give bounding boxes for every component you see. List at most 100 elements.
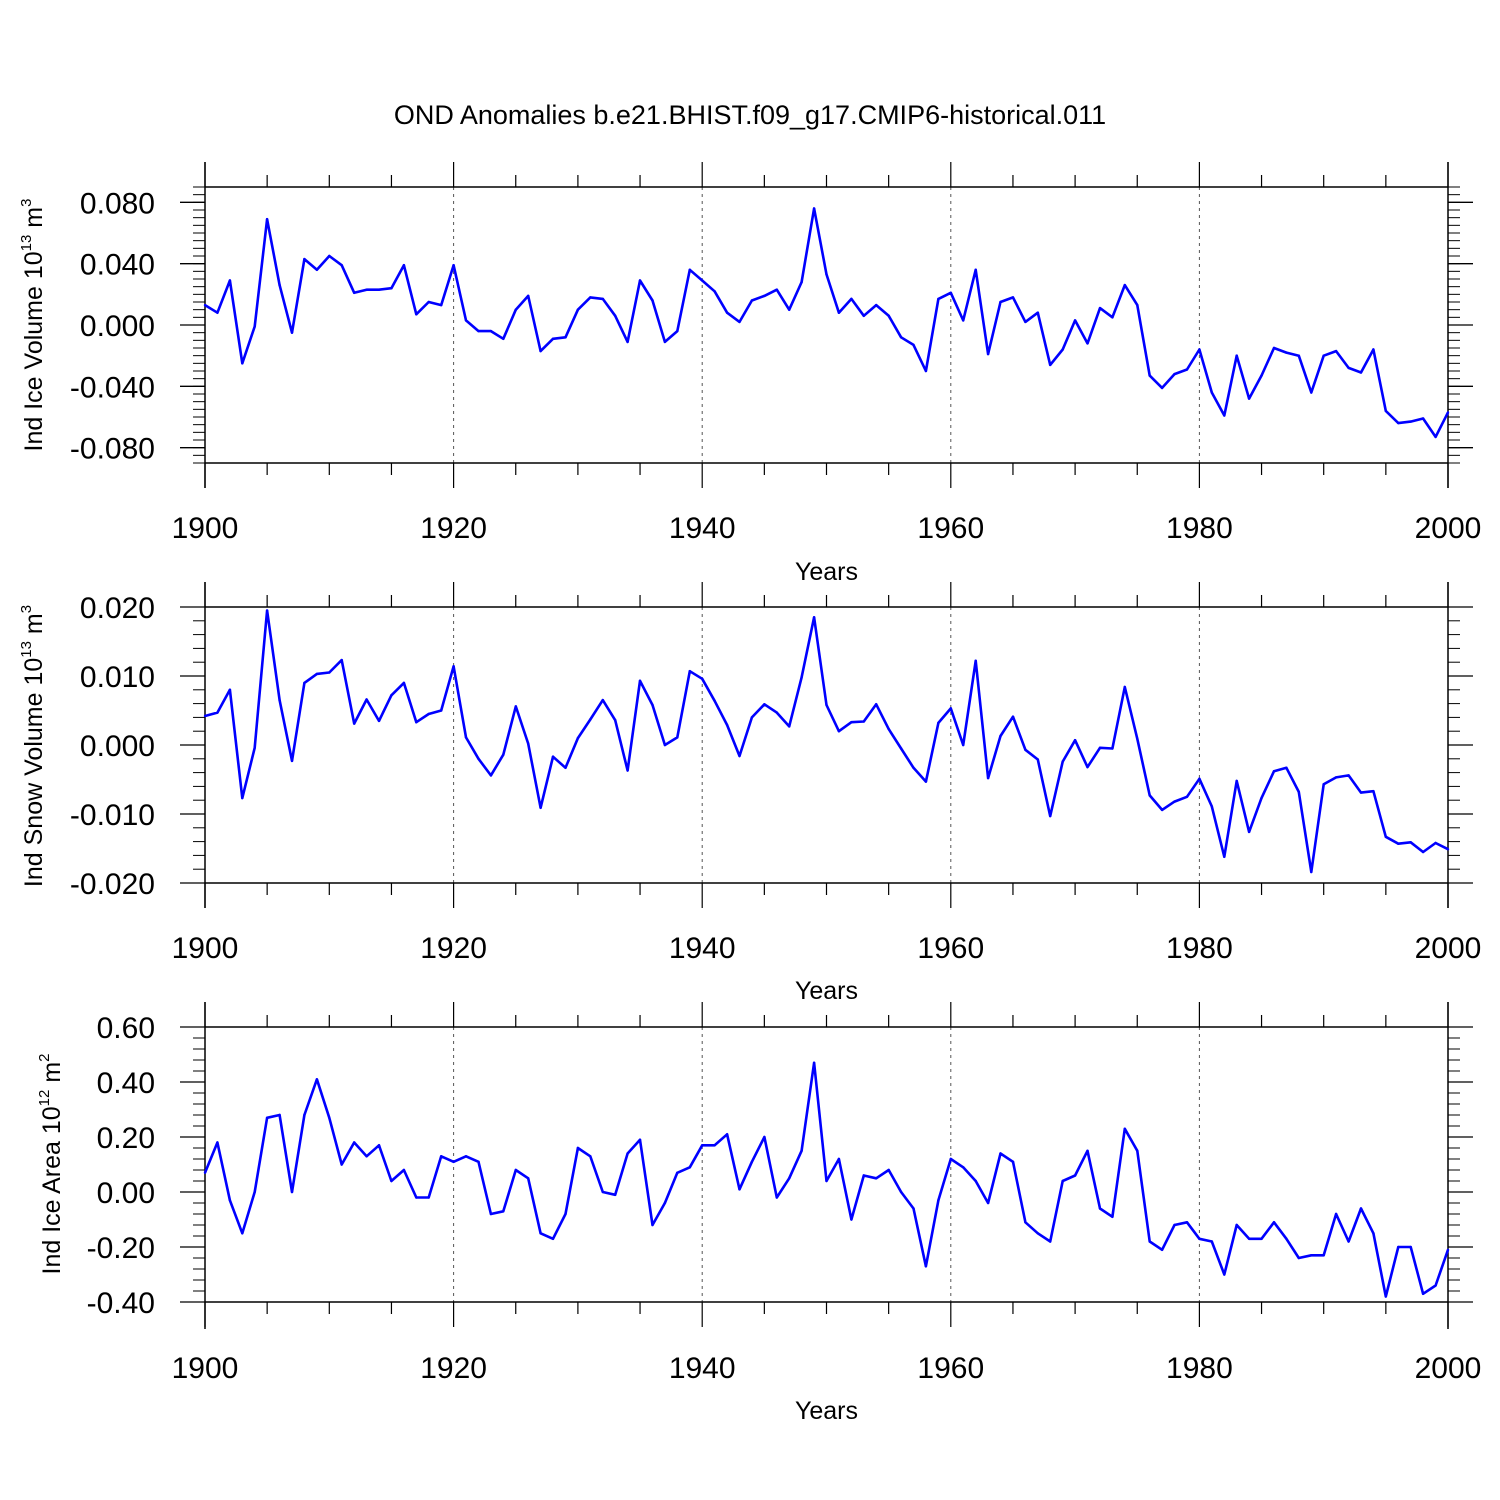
- series-line-ice-volume: [204, 207, 1450, 439]
- data-point: [290, 331, 294, 334]
- y-tick-label: -0.020: [70, 868, 155, 901]
- data-point: [1073, 319, 1077, 322]
- data-point: [514, 705, 517, 708]
- data-point: [1223, 414, 1226, 417]
- data-point: [663, 340, 667, 344]
- data-point: [1061, 760, 1064, 763]
- x-tick-label: 1900: [172, 932, 239, 965]
- data-point: [924, 369, 928, 373]
- data-point: [1347, 1240, 1350, 1243]
- x-tick-label: 2000: [1415, 932, 1482, 965]
- data-point: [775, 288, 778, 291]
- y-tick-label: -0.40: [87, 1287, 155, 1320]
- data-point: [763, 703, 766, 706]
- data-point: [440, 1155, 443, 1158]
- data-point: [427, 300, 430, 304]
- x-axis-title: Years: [795, 977, 858, 1005]
- data-point: [527, 1177, 530, 1180]
- data-point: [1285, 1237, 1288, 1241]
- data-point: [1446, 848, 1450, 851]
- data-point: [999, 1152, 1002, 1155]
- data-point: [1409, 841, 1412, 844]
- data-point: [1397, 1245, 1400, 1249]
- data-point: [365, 1155, 368, 1158]
- data-point: [1347, 366, 1350, 370]
- data-point: [614, 719, 617, 722]
- data-point: [713, 699, 716, 702]
- data-point: [576, 736, 580, 740]
- y-tick-label: -0.080: [70, 433, 155, 466]
- data-point: [899, 336, 903, 339]
- data-point: [924, 780, 928, 783]
- data-point: [800, 1149, 803, 1153]
- data-point: [1434, 435, 1437, 439]
- data-point: [589, 718, 592, 721]
- data-point: [962, 319, 965, 322]
- data-point: [887, 314, 890, 317]
- data-point: [551, 755, 555, 758]
- data-point: [1198, 777, 1201, 780]
- x-tick-label: 1920: [420, 932, 487, 965]
- data-point: [912, 1207, 915, 1210]
- data-point: [576, 1146, 580, 1150]
- y-tick-label: -0.010: [70, 799, 155, 832]
- data-point: [1185, 368, 1189, 371]
- data-point: [1372, 1232, 1375, 1235]
- data-point: [1198, 348, 1201, 351]
- data-point: [812, 616, 816, 619]
- data-point: [899, 1190, 903, 1194]
- data-point: [1036, 311, 1040, 314]
- x-tick-label: 1900: [172, 512, 239, 545]
- data-point: [862, 314, 865, 317]
- y-axis-title: Ind Snow Volume 1013 m3: [18, 605, 48, 887]
- data-point: [551, 337, 555, 340]
- data-point: [502, 337, 505, 340]
- data-point: [1049, 814, 1052, 818]
- data-point: [1098, 1207, 1102, 1210]
- data-point: [315, 268, 319, 271]
- data-point: [1446, 411, 1450, 414]
- data-point: [688, 1166, 691, 1169]
- data-point: [974, 1179, 977, 1183]
- data-point: [1397, 842, 1400, 845]
- data-point: [1297, 1256, 1301, 1260]
- data-point: [825, 703, 828, 707]
- data-point: [253, 1190, 256, 1194]
- data-point: [788, 308, 791, 311]
- data-point: [651, 703, 654, 707]
- data-point: [837, 311, 841, 314]
- data-point: [1397, 421, 1400, 425]
- data-point: [203, 714, 207, 718]
- data-point: [626, 1152, 629, 1155]
- data-point: [1049, 363, 1052, 367]
- data-point: [303, 257, 306, 261]
- data-point: [1421, 1292, 1425, 1296]
- data-point: [216, 311, 219, 314]
- data-point: [278, 698, 281, 702]
- x-tick-label: 1900: [172, 1352, 239, 1385]
- y-axis-title-unit: m: [20, 207, 48, 235]
- data-point: [1173, 800, 1176, 803]
- data-point: [1024, 748, 1027, 751]
- data-point: [290, 1190, 294, 1194]
- data-point: [228, 688, 232, 691]
- data-point: [1210, 805, 1214, 808]
- data-point: [738, 320, 741, 324]
- data-point: [241, 796, 244, 800]
- data-point: [875, 1177, 878, 1180]
- y-tick-label: 0.60: [97, 1012, 155, 1045]
- data-point: [899, 747, 903, 750]
- data-point: [377, 288, 381, 291]
- data-point: [427, 1196, 430, 1199]
- data-point: [278, 283, 281, 287]
- data-point: [1210, 391, 1214, 394]
- y-axis-title-base: Ind Snow Volume 10: [20, 658, 48, 887]
- data-point: [489, 329, 493, 333]
- data-point: [937, 721, 940, 725]
- y-tick-label: 0.000: [80, 730, 155, 763]
- data-point: [253, 746, 256, 749]
- data-point: [452, 665, 455, 668]
- data-point: [1173, 372, 1176, 376]
- data-point: [701, 1144, 704, 1147]
- data-point: [203, 1171, 207, 1175]
